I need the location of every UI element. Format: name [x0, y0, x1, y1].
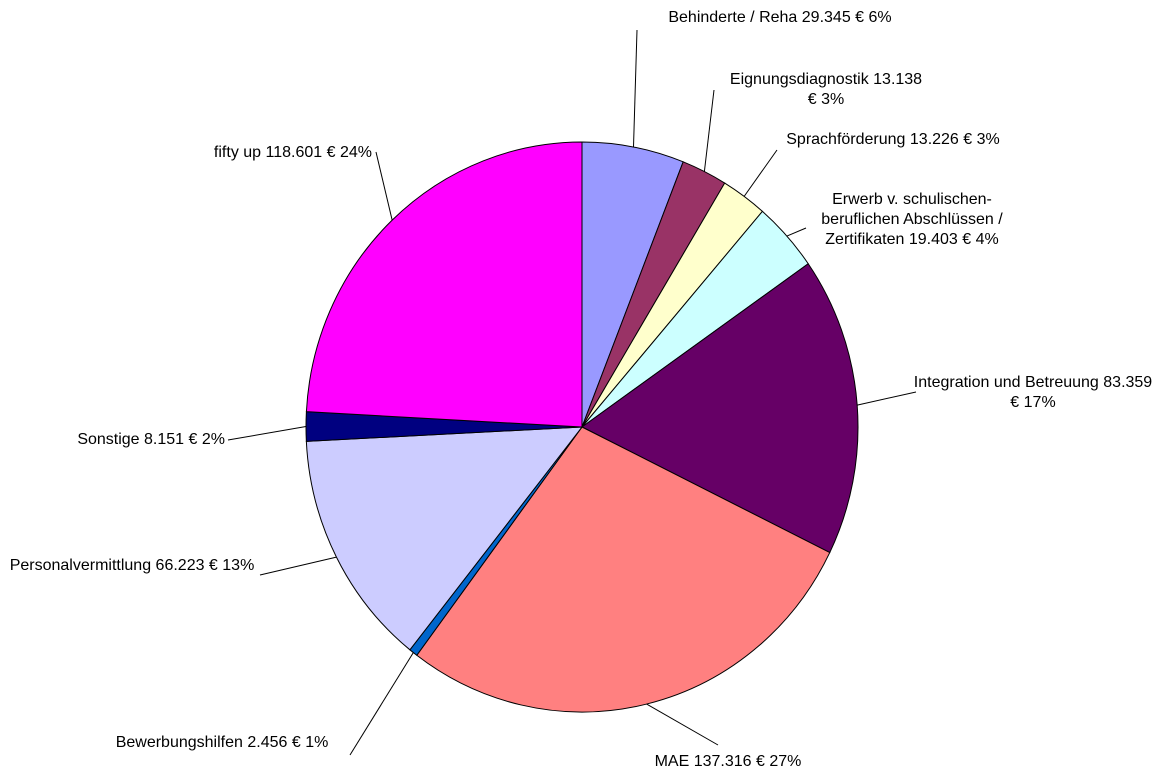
- value-label: 137.316 €: [693, 753, 765, 770]
- data-label: Integration und Betreuung 83.359 € 17%: [908, 373, 1157, 413]
- category-label: Bewerbungshilfen: [115, 734, 243, 751]
- data-label: Personalvermittlung 66.223 € 13%: [2, 556, 262, 576]
- data-label: Eignungsdiagnostik 13.138 € 3%: [726, 70, 926, 110]
- value-label: 118.601 €: [265, 144, 336, 161]
- category-label: Sprachförderung: [786, 131, 906, 148]
- value-label: 83.359 €: [1010, 374, 1153, 411]
- data-label: Sonstige 8.151 € 2%: [0, 430, 225, 450]
- leader-line: [703, 89, 715, 172]
- leader-line: [632, 29, 638, 148]
- percent-label: 3%: [821, 91, 845, 108]
- pie-slice: [305, 141, 583, 428]
- percent-label: 27%: [769, 753, 802, 770]
- category-label: fifty up: [213, 144, 262, 161]
- percent-label: 2%: [201, 431, 225, 448]
- value-label: 2.456 €: [247, 734, 301, 751]
- percent-label: 13%: [222, 557, 255, 574]
- leader-line: [646, 703, 719, 746]
- value-label: 66.223 €: [155, 557, 218, 574]
- data-label: Erwerb v. schulischen-beruflichen Abschl…: [817, 190, 1007, 250]
- leader-line: [786, 227, 807, 237]
- category-label: Integration und Betreuung: [913, 374, 1099, 391]
- category-label: MAE: [654, 753, 690, 770]
- data-label: fifty up 118.601 € 24%: [72, 143, 372, 163]
- category-label: Personalvermittlung: [9, 557, 152, 574]
- value-label: 13.138 €: [807, 71, 923, 108]
- category-label: Eignungsdiagnostik: [729, 71, 869, 88]
- pie-slice: [305, 426, 584, 651]
- value-label: 29.345 €: [801, 9, 865, 26]
- data-label: Bewerbungshilfen 2.456 € 1%: [97, 733, 347, 753]
- leader-line: [375, 151, 393, 221]
- percent-label: 3%: [976, 131, 1000, 148]
- leader-line: [349, 652, 414, 756]
- leader-line: [857, 391, 917, 406]
- percent-label: 17%: [1023, 394, 1056, 411]
- data-label: Behinderte / Reha 29.345 € 6%: [650, 8, 910, 28]
- percent-label: 6%: [868, 9, 892, 26]
- percent-label: 24%: [339, 144, 372, 161]
- category-label: Behinderte / Reha: [668, 9, 798, 26]
- data-label: MAE 137.316 € 27%: [603, 752, 853, 772]
- value-label: 19.403 €: [908, 231, 972, 248]
- category-label: Erwerb v. schulischen-beruflichen Abschl…: [821, 191, 1003, 248]
- leader-line: [227, 426, 307, 441]
- leader-line: [743, 149, 778, 197]
- data-label: Sprachförderung 13.226 € 3%: [768, 130, 1018, 150]
- leader-line: [259, 556, 337, 576]
- category-label: Sonstige: [77, 431, 140, 448]
- value-label: 13.226 €: [909, 131, 973, 148]
- percent-label: 4%: [975, 231, 999, 248]
- percent-label: 1%: [305, 734, 329, 751]
- value-label: 8.151 €: [144, 431, 198, 448]
